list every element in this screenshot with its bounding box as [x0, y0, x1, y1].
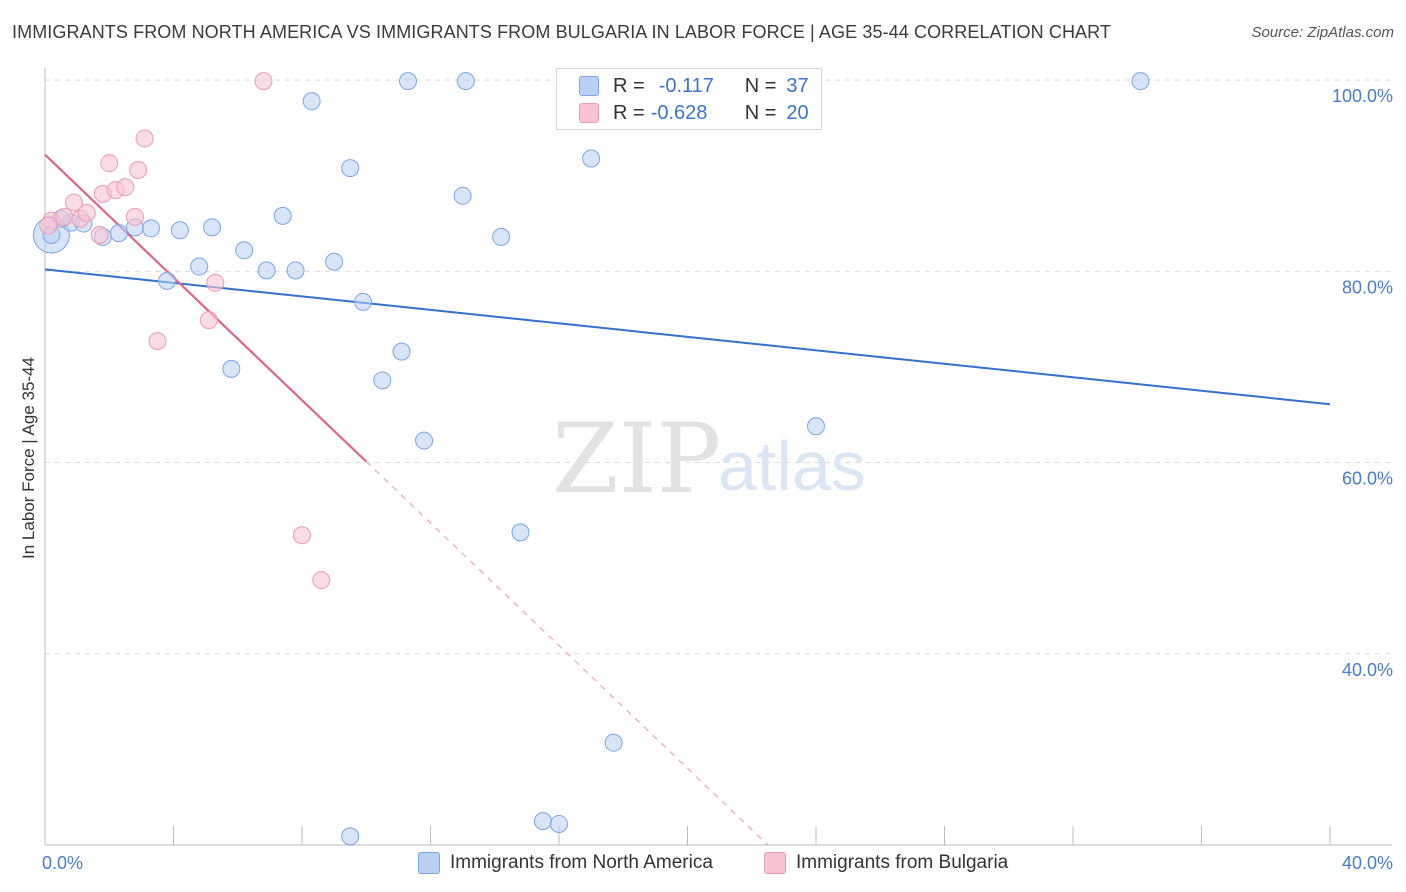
- data-point-bulgaria: [312, 571, 331, 590]
- data-point-bulgaria: [129, 160, 148, 179]
- data-point-north-america: [582, 149, 601, 168]
- data-point-north-america: [533, 812, 552, 831]
- data-point-north-america: [325, 252, 344, 271]
- data-point-bulgaria: [100, 154, 119, 173]
- data-point-north-america: [456, 72, 475, 91]
- data-point-north-america: [286, 261, 305, 280]
- data-point-north-america: [373, 371, 392, 390]
- data-point-north-america: [222, 359, 241, 378]
- data-point-north-america: [415, 431, 434, 450]
- series-swatch-pink: [764, 852, 786, 874]
- series-legend: Immigrants from North America Immigrants…: [0, 852, 1406, 878]
- grid-lines: [45, 79, 1392, 655]
- source-credit: Source: ZipAtlas.com: [1251, 24, 1394, 41]
- legend-row-bulgaria: R = -0.628 N = 20: [579, 100, 809, 126]
- data-point-north-america: [453, 186, 472, 205]
- y-tick-label: 100.0%: [1332, 86, 1393, 106]
- watermark: ZIP atlas: [552, 403, 866, 515]
- data-point-bulgaria: [116, 178, 135, 197]
- legend-r-value: -0.628: [650, 101, 708, 124]
- series-legend-bulgaria: Immigrants from Bulgaria: [764, 852, 1008, 874]
- data-point-north-america: [550, 814, 568, 833]
- data-point-north-america: [203, 218, 222, 237]
- data-point-north-america: [109, 224, 128, 243]
- data-point-north-america: [235, 241, 254, 260]
- data-point-bulgaria: [148, 332, 167, 351]
- legend-r-label: R =: [613, 74, 645, 97]
- data-point-north-america: [604, 733, 623, 752]
- data-point-north-america: [341, 159, 360, 178]
- data-point-north-america: [399, 72, 418, 91]
- data-point-bulgaria: [77, 204, 96, 223]
- data-point-north-america: [392, 342, 411, 361]
- legend-row-north-america: R = -0.117 N = 37: [579, 73, 809, 99]
- data-point-north-america: [492, 227, 511, 246]
- legend-n-label: N =: [744, 74, 777, 97]
- y-tick-label: 40.0%: [1342, 660, 1393, 680]
- data-point-north-america: [511, 523, 530, 542]
- axes: [44, 68, 1392, 846]
- series-swatch-blue: [418, 852, 440, 874]
- legend-swatch-blue: [579, 76, 599, 96]
- trend-lines: [44, 153, 1331, 846]
- data-point-bulgaria: [206, 273, 225, 292]
- series-legend-north-america: Immigrants from North America: [418, 852, 713, 874]
- data-point-north-america: [341, 827, 360, 846]
- chart-title: IMMIGRANTS FROM NORTH AMERICA VS IMMIGRA…: [12, 22, 1112, 42]
- data-point-north-america: [257, 261, 276, 280]
- series-name: Immigrants from North America: [450, 852, 713, 873]
- legend-n-label: N =: [744, 101, 777, 124]
- correlation-legend: R = -0.117 N = 37 R = -0.628 N = 20: [556, 68, 822, 130]
- data-point-north-america: [158, 271, 177, 290]
- y-axis-title: In Labor Force | Age 35-44: [19, 357, 38, 559]
- watermark-atlas: atlas: [718, 427, 866, 505]
- legend-r-value: -0.117: [658, 74, 714, 97]
- data-point-bulgaria: [55, 207, 74, 226]
- tick-labels: 100.0% 80.0% 60.0% 40.0% 0.0% 40.0%: [42, 86, 1393, 873]
- series-name: Immigrants from Bulgaria: [796, 852, 1009, 873]
- data-point-north-america: [302, 92, 321, 111]
- legend-swatch-pink: [579, 103, 599, 123]
- data-point-bulgaria: [199, 311, 218, 330]
- data-point-bulgaria: [135, 129, 154, 148]
- legend-r-label: R =: [613, 101, 645, 124]
- data-point-north-america: [807, 417, 825, 436]
- data-point-north-america: [170, 221, 189, 240]
- trend-line-north-america: [44, 268, 1331, 406]
- data-point-north-america: [190, 257, 209, 276]
- legend-n-value: 20: [786, 101, 809, 124]
- data-point-bulgaria: [125, 207, 144, 226]
- legend-n-value: 37: [786, 74, 809, 97]
- data-point-north-america: [354, 292, 373, 311]
- trend-line-bulgaria: [44, 153, 368, 463]
- y-tick-label: 60.0%: [1342, 469, 1393, 489]
- trend-line-bulgaria-extension: [365, 461, 769, 846]
- data-point-bulgaria: [39, 216, 58, 235]
- watermark-zip: ZIP: [552, 403, 721, 515]
- y-tick-label: 80.0%: [1342, 277, 1393, 297]
- data-point-bulgaria: [90, 226, 109, 245]
- data-point-north-america: [142, 219, 161, 238]
- x-tick-label: 0.0%: [42, 853, 83, 873]
- data-point-north-america: [1131, 72, 1150, 91]
- data-point-north-america: [273, 206, 292, 225]
- data-point-bulgaria: [254, 72, 273, 91]
- data-point-bulgaria: [64, 193, 83, 212]
- x-tick-label: 40.0%: [1342, 853, 1393, 873]
- data-point-bulgaria: [293, 526, 311, 545]
